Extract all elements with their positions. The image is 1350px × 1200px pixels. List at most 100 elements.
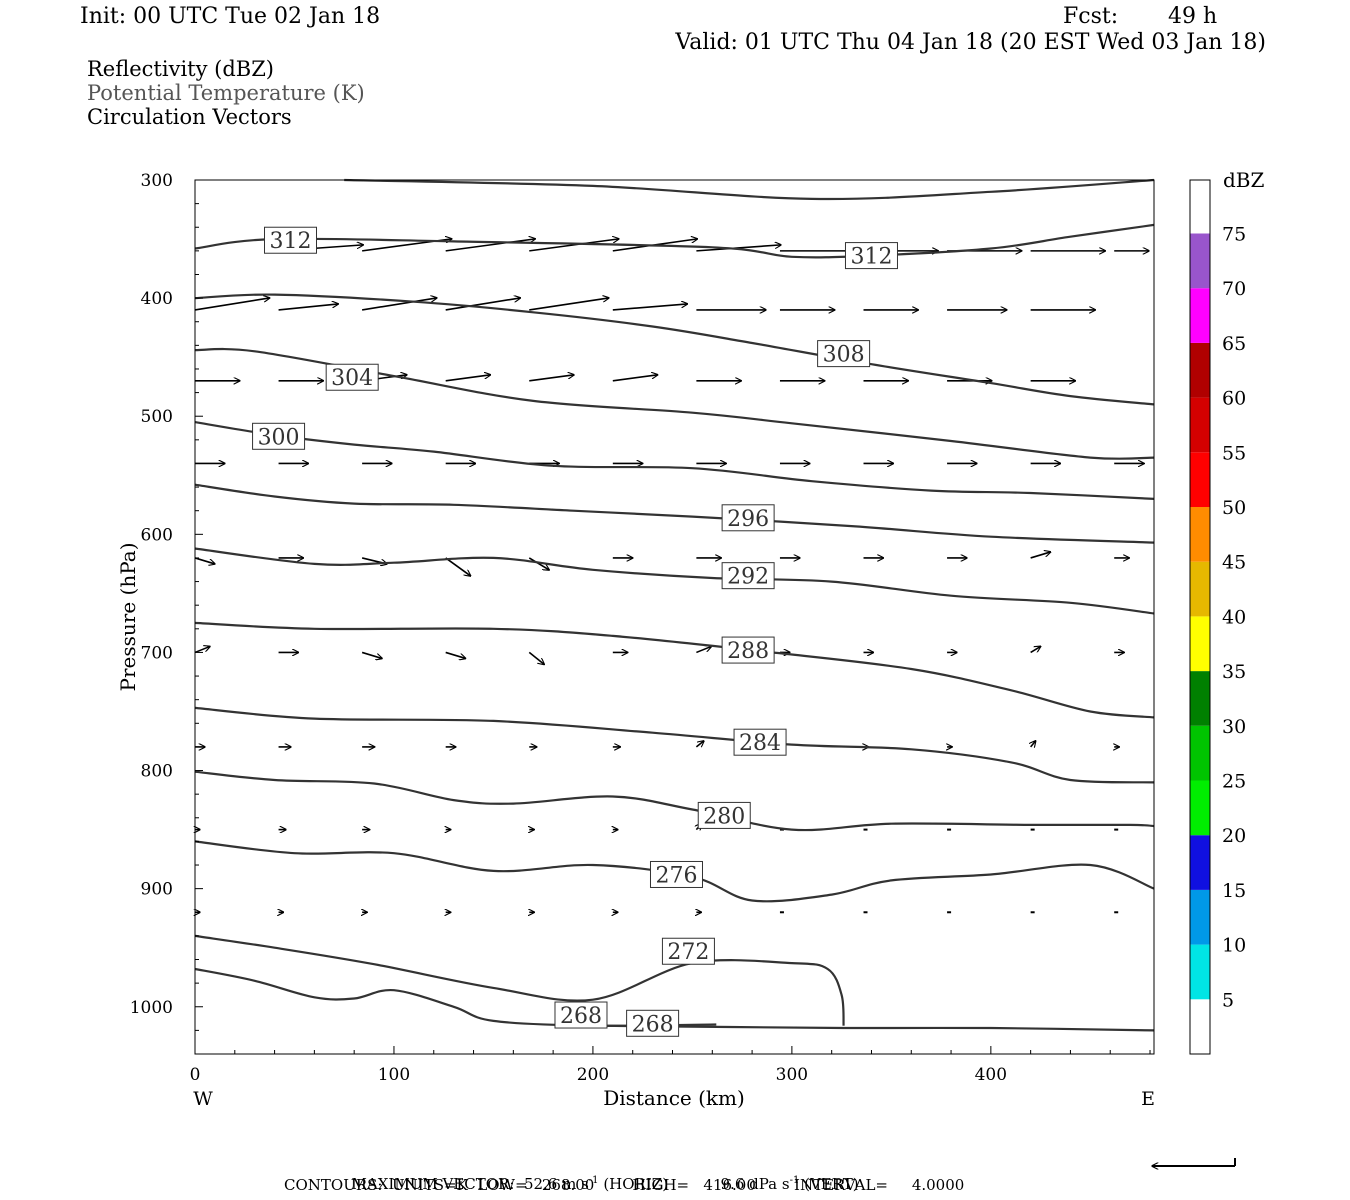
isentrope-272 [194,934,845,1026]
forecast-hour: 49 h [1168,4,1218,29]
colorbar-label: 50 [1222,497,1246,519]
legend-circulation-vectors: Circulation Vectors [87,105,292,129]
max-horiz-tag: (HORIZ) [603,1175,669,1193]
colorbar-label: 75 [1222,224,1246,246]
colorbar-title: dBZ [1223,168,1265,192]
colorbar-swatch [1190,671,1210,726]
colorbar-swatch [1190,944,1210,1000]
isentrope-308 [194,293,1155,406]
x-axis-east-label: E [1141,1088,1155,1110]
x-axis-label: Distance (km) [603,1086,745,1110]
axes: 0 100 200 300 400 300 400 500 600 700 800 900 1000 [130,171,1151,1085]
contour-label-box [649,860,703,888]
colorbar-label: 10 [1222,935,1246,957]
contour-label-box [252,422,306,450]
contour-label-box [733,728,787,756]
y-tick-label: 1000 [130,998,173,1018]
colorbar-label: 65 [1222,333,1246,355]
colorbar-swatch [1190,725,1210,781]
contour-label-box [325,363,379,391]
isentrope-304 [194,347,1155,460]
vector-arrow [528,651,544,664]
contour-label-box [817,340,871,368]
contour-label-296: 296 [727,507,769,532]
contour-label-268-surface: 268 [632,1012,674,1037]
legend-reflectivity: Reflectivity (dBZ) [87,57,275,81]
circulation-vectors [195,239,1149,912]
maximum-vector-line: MAXIMUM VECTOR: 52.6 m s-1 (HORIZ) 9.6 d… [342,1157,859,1193]
legend-potential-temperature: Potential Temperature (K) [87,81,365,105]
contour-label-box [554,1001,608,1029]
vector-arrow [529,239,619,252]
contour-label-300: 300 [258,425,300,450]
x-tick-label: 0 [190,1065,201,1085]
vector-arrow [528,557,549,570]
contour-label-272: 272 [667,940,709,965]
contour-label-280: 280 [703,804,745,829]
vector-arrow [696,646,711,654]
colorbar-label: 5 [1222,989,1234,1011]
colorbar-label: 40 [1222,606,1246,628]
max-horiz-exponent: -1 [588,1175,599,1186]
y-tick-label: 300 [141,171,173,191]
isentropes [194,178,1155,1032]
vector-arrow [445,557,471,576]
contour-label-box [626,1009,680,1037]
y-axis-label: Pressure (hPa) [116,543,140,692]
contour-label-268: 268 [560,1004,602,1029]
colorbar-label: 60 [1222,388,1246,410]
vector-arrow [194,646,210,654]
init-time: Init: 00 UTC Tue 02 Jan 18 [80,4,381,29]
colorbar-swatch [1190,288,1210,343]
y-tick-label: 900 [141,880,173,900]
contour-label-box [844,242,898,270]
colorbar-swatch [1190,233,1210,289]
max-vert-value: 9.6 dPa s [720,1175,790,1193]
colorbar-label: 45 [1222,552,1246,574]
contour-label-box [697,801,751,829]
colorbar-swatch [1190,507,1210,562]
vector-arrow [1030,646,1041,654]
isentrope-labels: 312 312 308 304 300 296 292 288 284 280 276 272 268 2… [252,226,898,1037]
colorbar-label: 70 [1222,278,1246,300]
contour-label-292: 292 [727,565,769,590]
colorbar-label: 25 [1222,771,1246,793]
colorbar-swatch [1190,835,1210,890]
vector-arrow [278,304,339,311]
contour-label-box [721,636,775,664]
isentrope-292 [194,547,1155,615]
isentrope-280 [194,770,1155,832]
isentrope-top-line [344,178,1155,201]
contour-label-312: 312 [850,245,892,270]
colorbar-outline [1189,179,1211,1055]
max-vector-prefix: MAXIMUM VECTOR: [351,1175,515,1193]
colorbar-swatch [1190,397,1210,453]
vector-arrow [529,375,574,382]
contour-label-312: 312 [270,229,312,254]
contour-label-box [721,562,775,590]
y-tick-label: 500 [141,407,173,427]
vector-arrow [194,557,215,564]
y-tick-label: 400 [141,289,173,309]
reference-vector [1152,1158,1236,1166]
vector-arrow [445,651,466,658]
colorbar-swatch [1190,561,1210,617]
isentrope-284 [194,706,1155,784]
max-vert-tag: (VERT) [804,1175,859,1193]
colorbar-swatch [1190,452,1210,507]
contour-label-box [661,937,715,965]
contour-label-box [264,226,318,254]
y-tick-label: 600 [141,525,173,545]
x-axis-west-label: W [193,1088,213,1110]
colorbar-swatch [1190,616,1210,672]
colorbar-label: 15 [1222,880,1246,902]
colorbar-swatch [1190,889,1210,945]
x-tick-label: 300 [776,1065,808,1085]
vector-arrow [529,298,609,311]
contour-label-284: 284 [739,731,781,756]
x-tick-label: 200 [577,1065,609,1085]
colorbar-label: 35 [1222,661,1246,683]
vector-arrow [612,375,658,382]
x-tick-label: 400 [975,1065,1007,1085]
